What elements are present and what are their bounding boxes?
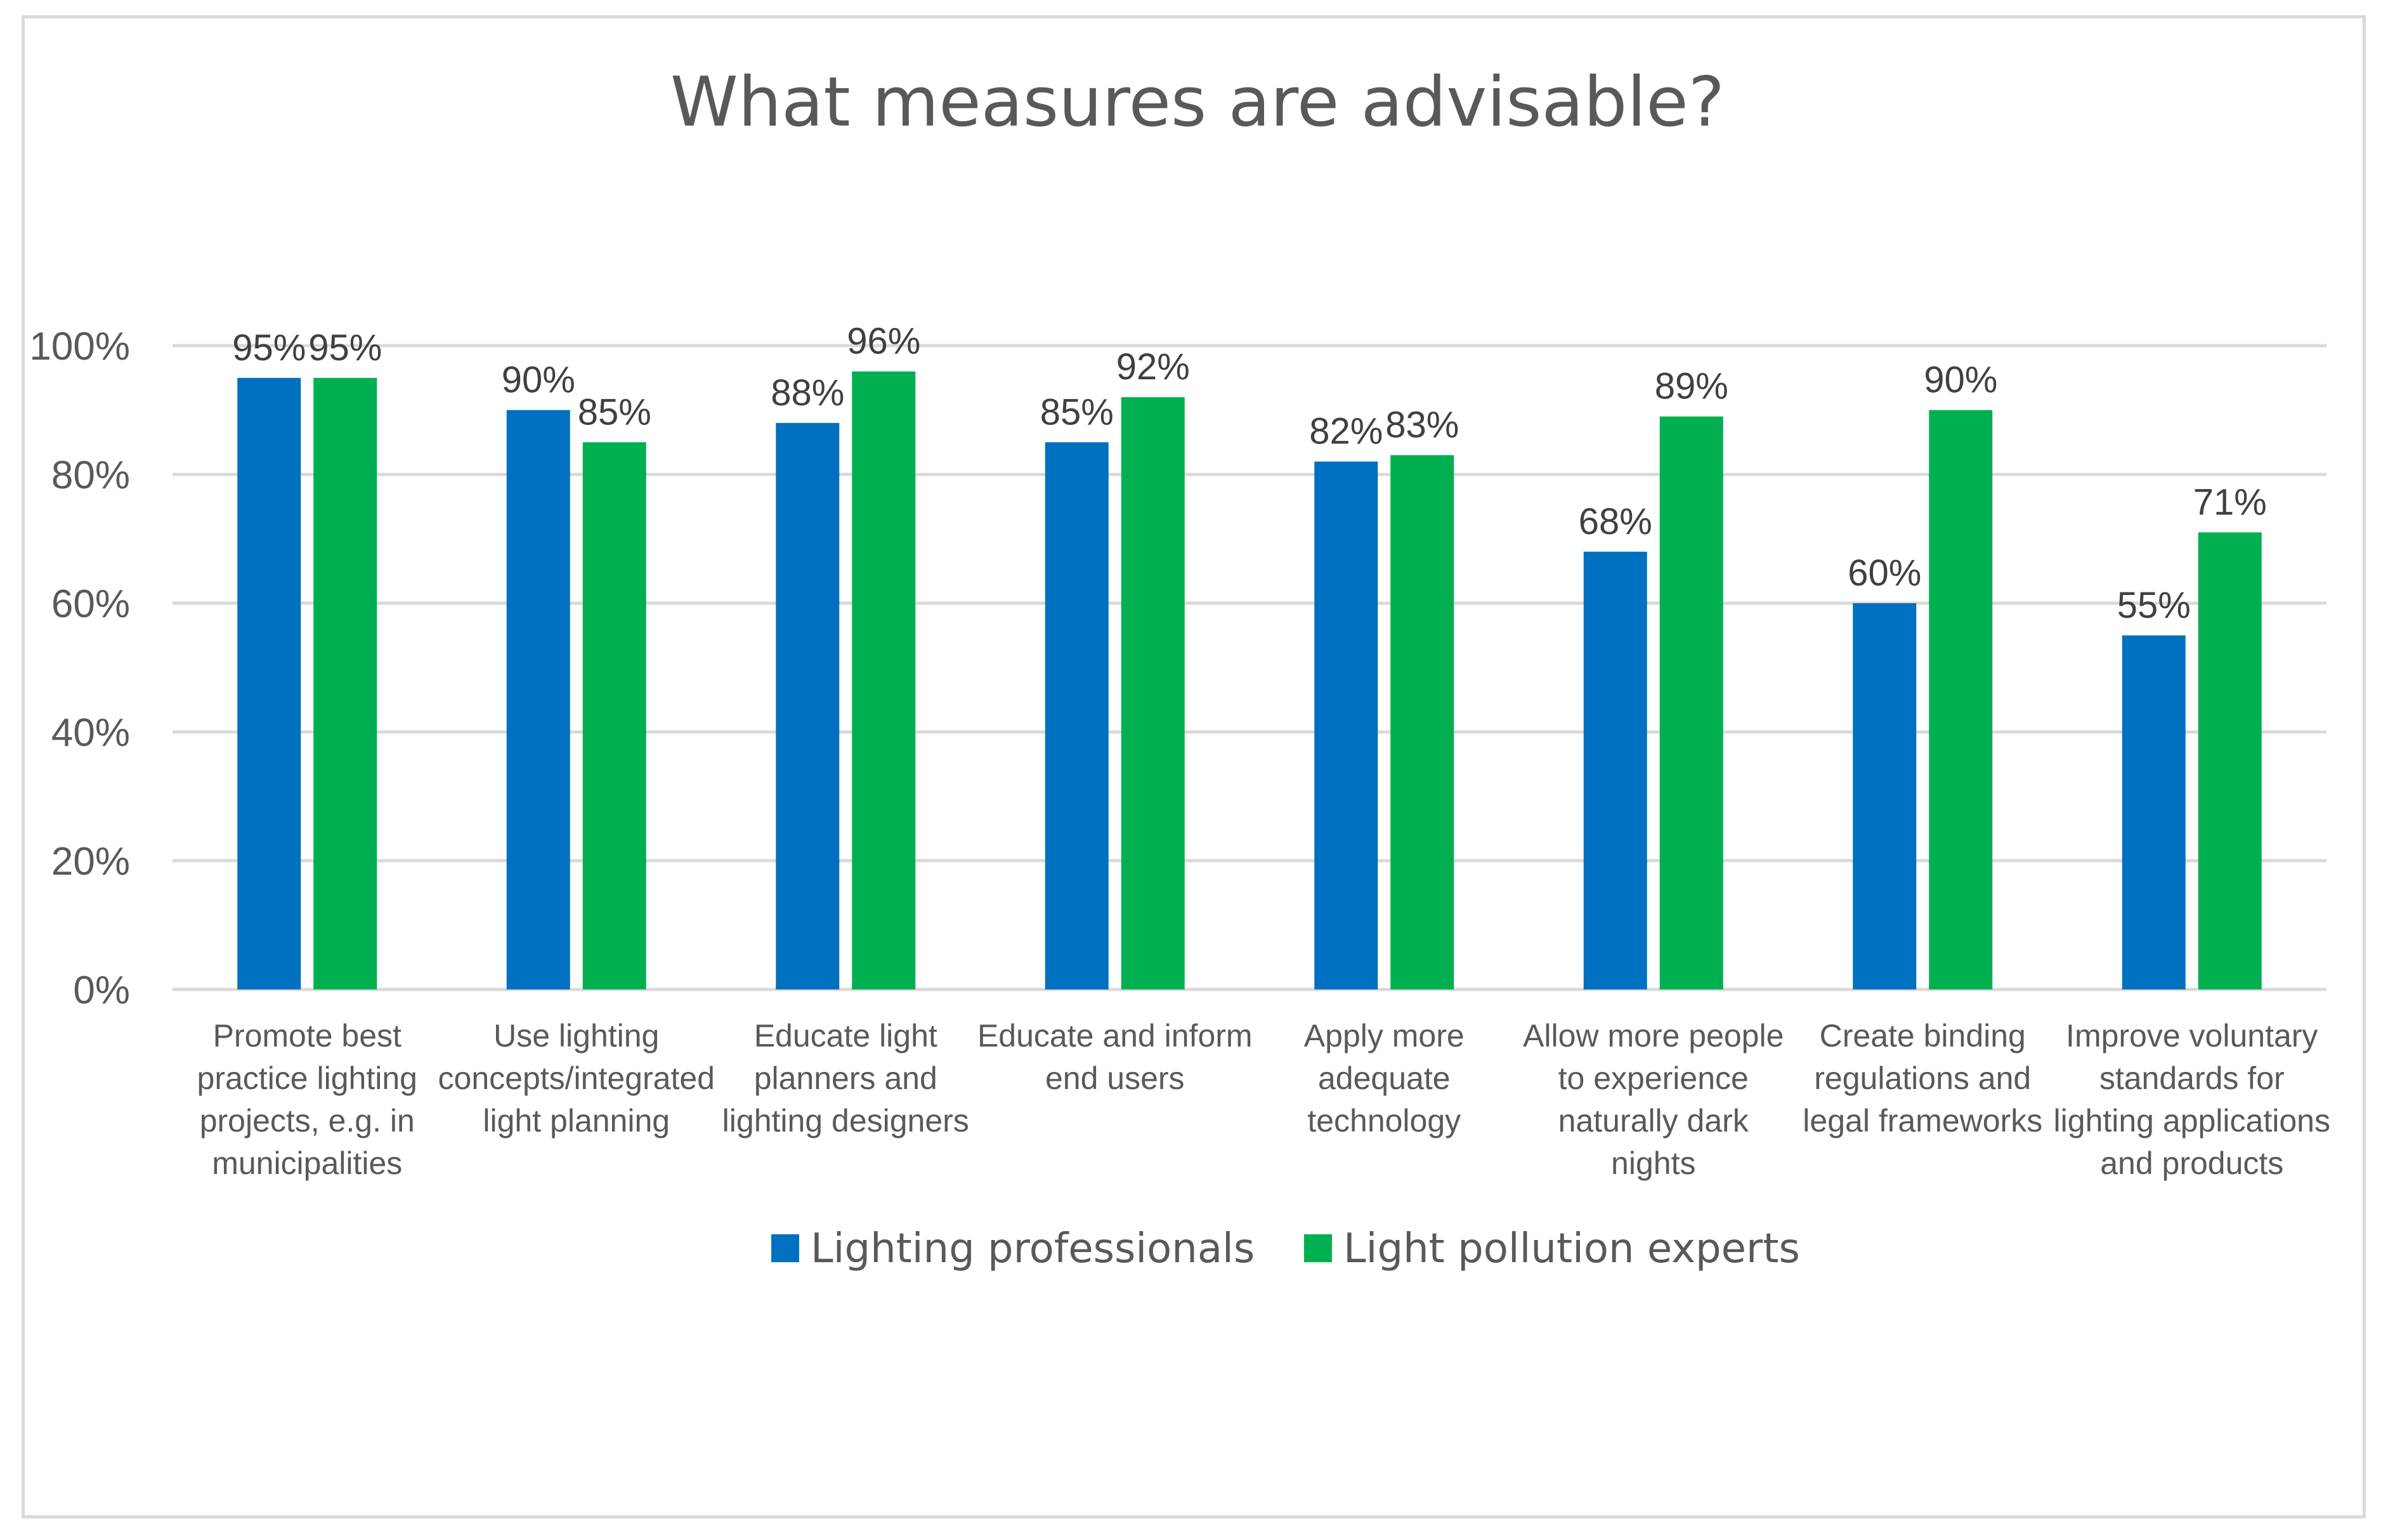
legend-swatch-light-pollution-experts <box>1304 1234 1332 1262</box>
data-label: 90% <box>1924 360 1997 401</box>
bar-lighting-professionals-5 <box>1314 461 1378 989</box>
category-label: Educate and inform end users <box>977 1018 1253 1096</box>
bar-lighting-professionals-3 <box>776 422 840 989</box>
bars <box>237 371 2262 989</box>
legend: Lighting professionals Light pollution ex… <box>771 1225 1800 1272</box>
bar-lighting-professionals-6 <box>1583 551 1647 989</box>
data-label: 88% <box>771 372 844 414</box>
bar-light-pollution-experts-3 <box>852 371 916 989</box>
data-label: 68% <box>1579 501 1652 542</box>
x-axis-categories: Promote best practice lighting projects, e… <box>197 1018 2330 1181</box>
bar-light-pollution-experts-6 <box>1659 416 1723 989</box>
legend-swatch-lighting-professionals <box>771 1234 799 1262</box>
bar-lighting-professionals-4 <box>1045 442 1109 989</box>
bar-lighting-professionals-1 <box>237 377 301 989</box>
data-label: 85% <box>1040 391 1114 433</box>
bar-lighting-professionals-2 <box>506 410 570 989</box>
y-axis-ticks: 0% 20% 40% 60% 80% 100% <box>29 325 130 1012</box>
y-tick-label: 60% <box>51 582 130 626</box>
data-label: 83% <box>1385 405 1459 446</box>
y-tick-label: 0% <box>73 969 130 1012</box>
y-tick-label: 80% <box>51 454 130 497</box>
category-label: Allow more people to experience naturally … <box>1523 1018 1784 1181</box>
bar-light-pollution-experts-1 <box>313 377 377 989</box>
data-label: 55% <box>2117 585 2191 626</box>
gridlines <box>173 344 2326 991</box>
bar-light-pollution-experts-2 <box>582 442 646 989</box>
data-label: 92% <box>1116 346 1190 388</box>
data-label: 90% <box>502 360 575 401</box>
data-label: 96% <box>847 321 920 362</box>
bar-light-pollution-experts-4 <box>1121 397 1185 989</box>
data-label: 95% <box>232 327 306 369</box>
category-label: Use lighting concepts/integrated light pla… <box>438 1018 715 1139</box>
bar-lighting-professionals-8 <box>2122 635 2186 989</box>
bar-light-pollution-experts-5 <box>1390 455 1454 989</box>
data-label: 60% <box>1848 552 1921 594</box>
category-label: Promote best practice lighting projects, e… <box>197 1018 417 1181</box>
data-label: 71% <box>2193 481 2267 523</box>
legend-label-light-pollution-experts: Light pollution experts <box>1343 1225 1800 1272</box>
y-tick-label: 40% <box>51 711 130 755</box>
category-label: Educate light planners and lighting design… <box>722 1018 969 1139</box>
category-label: Create binding regulations and legal frame… <box>1803 1018 2042 1139</box>
category-label: Improve voluntary standards for lighting a… <box>2054 1018 2330 1181</box>
legend-label-lighting-professionals: Lighting professionals <box>811 1225 1255 1272</box>
category-label: Apply more adequate technology <box>1304 1018 1465 1139</box>
data-label: 95% <box>308 327 382 369</box>
y-tick-label: 100% <box>29 325 130 369</box>
bar-light-pollution-experts-7 <box>1929 410 1993 989</box>
data-label: 89% <box>1655 366 1728 407</box>
chart-title: What measures are advisable? <box>670 63 1725 142</box>
y-tick-label: 20% <box>51 840 130 884</box>
data-label: 85% <box>578 391 651 433</box>
data-labels: 95% 90% 88% 85% 82% 68% 60% 55% 95% 85% 96% 92% 83% 8… <box>232 321 2267 626</box>
bar-lighting-professionals-7 <box>1853 603 1917 989</box>
bar-light-pollution-experts-8 <box>2198 532 2262 989</box>
data-label: 82% <box>1309 411 1383 452</box>
